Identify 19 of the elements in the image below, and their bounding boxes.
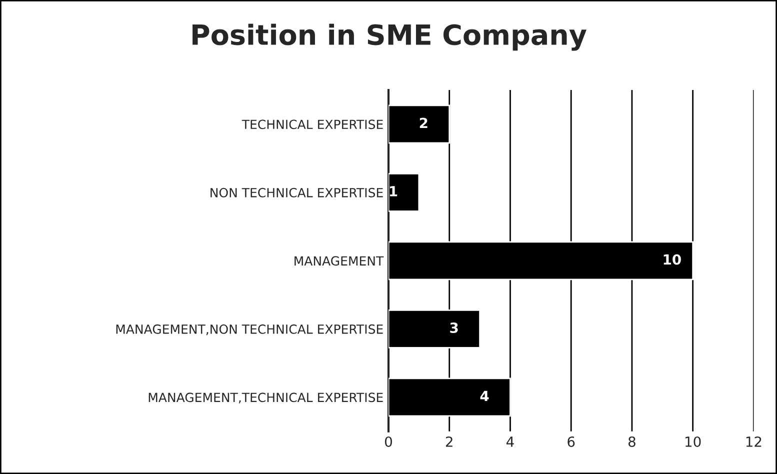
data-label: 1 — [390, 186, 398, 196]
x-tick-label: 10 — [686, 436, 701, 447]
y-tick-label: TECHNICAL EXPERTISE — [242, 120, 383, 130]
chart-title: Position in SME Company — [192, 24, 587, 51]
y-tick-label: NON TECHNICAL EXPERTISE — [210, 188, 383, 198]
y-tick-label: MANAGEMENT,TECHNICAL EXPERTISE — [148, 392, 383, 404]
x-tick-label: 4 — [506, 436, 514, 447]
x-tick-label: 8 — [628, 436, 636, 447]
y-tick-label: MANAGEMENT,NON TECHNICAL EXPERTISE — [116, 324, 383, 336]
data-label: 10 — [664, 254, 681, 265]
x-tick-label: 0 — [384, 436, 392, 447]
x-tick-label: 2 — [446, 436, 452, 447]
bar — [388, 172, 420, 212]
data-label: 2 — [420, 118, 428, 128]
x-tick-label: 6 — [568, 436, 575, 447]
x-tick-label: 12 — [746, 436, 762, 447]
data-label: 4 — [480, 390, 489, 402]
y-tick-label: MANAGEMENT — [294, 256, 384, 266]
data-label: 3 — [450, 322, 458, 333]
